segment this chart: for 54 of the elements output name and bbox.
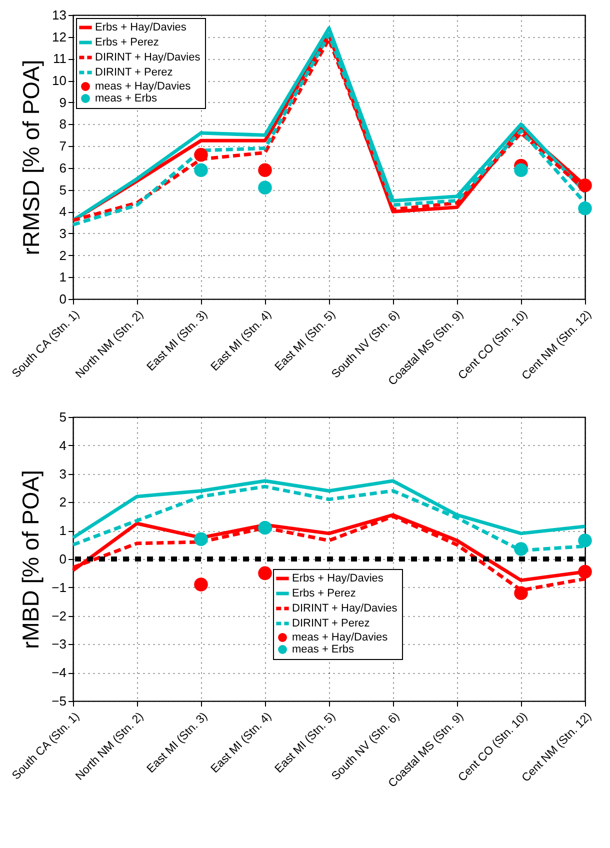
legend-label: Erbs + Hay/Davies bbox=[292, 572, 384, 584]
y-tick-label: 5 bbox=[59, 182, 66, 198]
y-tick-label: −4 bbox=[52, 665, 66, 680]
point bbox=[514, 542, 528, 556]
legend-label: meas + Hay/Davies bbox=[95, 80, 192, 92]
point bbox=[258, 163, 272, 177]
legend-label: Erbs + Hay/Davies bbox=[95, 22, 187, 34]
legend-label: Erbs + Perez bbox=[95, 36, 159, 48]
point bbox=[258, 180, 272, 194]
y-tick-label: 1 bbox=[59, 523, 66, 538]
point bbox=[194, 148, 208, 162]
y-tick-label: −3 bbox=[52, 636, 66, 652]
y-tick-label: −1 bbox=[52, 580, 66, 595]
y-tick-label: 10 bbox=[52, 73, 66, 88]
y-tick-label: −5 bbox=[52, 694, 66, 708]
y-axis-title: rMBD [% of POA] bbox=[18, 470, 44, 649]
legend-label: meas + Hay/Davies bbox=[292, 632, 388, 644]
legend-label: DIRINT + Perez bbox=[292, 618, 370, 630]
y-tick-label: 11 bbox=[53, 51, 66, 66]
point bbox=[194, 163, 208, 177]
legend-label: meas + Erbs bbox=[292, 644, 355, 656]
y-tick-label: 4 bbox=[59, 438, 66, 453]
point bbox=[514, 586, 528, 600]
y-tick-label: 3 bbox=[59, 226, 66, 241]
y-tick-label: −2 bbox=[52, 608, 66, 624]
point bbox=[194, 532, 208, 546]
point bbox=[194, 578, 208, 592]
point bbox=[578, 201, 592, 216]
y-tick-label: 4 bbox=[59, 204, 66, 220]
legend-label: DIRINT + Perez bbox=[95, 66, 173, 78]
point bbox=[258, 520, 272, 535]
y-tick-label: 7 bbox=[59, 138, 66, 154]
point bbox=[578, 534, 592, 548]
y-tick-label: 5 bbox=[59, 410, 66, 424]
legend-label: Erbs + Perez bbox=[292, 588, 356, 600]
y-tick-label: 8 bbox=[59, 116, 66, 132]
y-tick-label: 13 bbox=[52, 8, 66, 22]
y-tick-label: 1 bbox=[59, 270, 66, 285]
y-tick-label: 12 bbox=[52, 29, 66, 44]
point bbox=[578, 178, 592, 192]
y-tick-label: 2 bbox=[59, 248, 66, 263]
point bbox=[514, 163, 528, 177]
legend-label: DIRINT + Hay/Davies bbox=[95, 52, 201, 64]
point bbox=[258, 566, 272, 580]
point bbox=[578, 564, 592, 579]
y-tick-label: 3 bbox=[59, 466, 66, 482]
legend-label: DIRINT + Hay/Davies bbox=[292, 602, 398, 614]
legend-label: meas + Erbs bbox=[95, 92, 158, 104]
y-tick-label: 6 bbox=[59, 160, 66, 176]
y-axis-title: rRMSD [% of POA] bbox=[18, 60, 44, 256]
y-tick-label: 0 bbox=[59, 292, 66, 306]
y-tick-label: 2 bbox=[59, 494, 66, 510]
y-tick-label: 0 bbox=[59, 552, 66, 566]
y-tick-label: 9 bbox=[59, 94, 66, 110]
